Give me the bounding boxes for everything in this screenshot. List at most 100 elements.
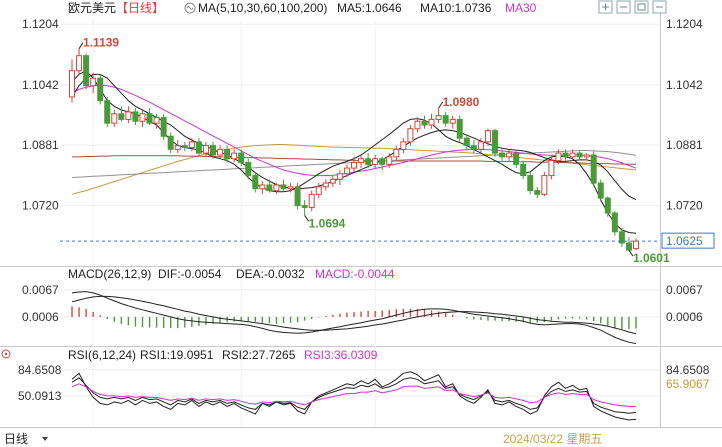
candle [160, 113, 167, 140]
candle-body [477, 141, 484, 150]
price-tick-left: 1.0720 [22, 199, 59, 213]
candle [76, 48, 83, 75]
candle [125, 106, 132, 124]
zoom-out-icon[interactable] [616, 0, 631, 14]
candle [252, 171, 259, 193]
price-tick-left: 1.1042 [22, 78, 59, 92]
candle [484, 128, 491, 146]
macd-panel [71, 291, 637, 345]
rsi-settings-icon[interactable] [1, 349, 11, 359]
candle [541, 171, 548, 197]
candle [202, 141, 209, 157]
candle [456, 115, 463, 142]
candle [132, 108, 139, 126]
candle [506, 149, 513, 161]
candle [597, 179, 604, 202]
expand-icon[interactable] [634, 0, 649, 14]
candle-body [315, 186, 322, 195]
candle [400, 138, 407, 154]
candle [266, 179, 273, 193]
candle [513, 151, 520, 169]
candle-body [365, 158, 372, 165]
macd-tick-left: 0.0067 [22, 283, 59, 297]
annotation-pointer [304, 215, 310, 222]
dropdown-icon[interactable] [42, 437, 48, 441]
annotation-pointer [628, 249, 634, 257]
candle-body [569, 152, 576, 158]
candle-body [111, 113, 118, 124]
macd-title: MACD(26,12,9) [68, 267, 151, 281]
rsi-tick-left: 84.6508 [18, 363, 62, 377]
rsi-tick-right: 65.9067 [666, 377, 710, 391]
minus-icon[interactable] [652, 0, 667, 14]
candle [195, 138, 202, 157]
candle-body [83, 55, 90, 87]
candle [210, 141, 216, 159]
candle [562, 149, 569, 161]
candle-body [308, 193, 315, 208]
candle-body [386, 156, 393, 165]
candle-body [618, 231, 625, 244]
candle-body [499, 152, 506, 158]
ma-params-label: MA(5,10,30,60,100,200) [198, 1, 327, 15]
candle-body [160, 117, 167, 137]
candle [463, 134, 470, 150]
candle-body [181, 145, 188, 148]
ma10-value: MA10:1.0736 [420, 1, 492, 15]
candle [287, 183, 294, 193]
candle-body [421, 120, 428, 126]
candle-body [562, 152, 569, 158]
candle [259, 181, 266, 195]
candle [97, 74, 104, 105]
candle-body [245, 161, 252, 177]
candle-body [534, 190, 541, 195]
candle [188, 138, 195, 152]
candle-body [470, 145, 477, 150]
settings-icon[interactable] [184, 2, 196, 14]
macd-macd-value: MACD:-0.0044 [315, 267, 395, 281]
zoom-in-icon[interactable] [598, 0, 613, 14]
candle [470, 140, 477, 154]
candle-body [287, 186, 294, 190]
macd-dea-value: DEA:-0.0032 [236, 267, 305, 281]
candle-body [435, 115, 442, 120]
price-tick-right: 1.0881 [666, 138, 703, 152]
period-label[interactable]: 【日线】 [116, 1, 164, 15]
candle [343, 164, 350, 178]
candle [104, 96, 111, 127]
candle-body [633, 240, 639, 250]
candle-body [604, 197, 611, 214]
candle-body [428, 118, 435, 126]
symbol-title: 欧元美元 [68, 1, 116, 15]
candle-body [463, 137, 470, 147]
candle-body [351, 161, 357, 169]
candle-body [597, 182, 604, 199]
rsi-tick-right: 84.6508 [666, 363, 710, 377]
candle-body [202, 145, 209, 154]
candle [329, 175, 336, 187]
candle-body [210, 145, 216, 156]
candle [499, 149, 506, 161]
candle [322, 179, 329, 191]
candle [520, 160, 527, 180]
macd-tick-left: 0.0006 [22, 310, 59, 324]
bottom-period-label[interactable]: 日线 [4, 432, 28, 446]
candle [548, 156, 555, 180]
candle-body [527, 175, 534, 192]
candle-body [132, 111, 139, 122]
candle [174, 140, 181, 154]
candle [167, 132, 174, 154]
candle-body [167, 135, 174, 150]
candle-body [513, 152, 520, 165]
candle-body [484, 130, 491, 143]
candle [407, 125, 414, 146]
candle [590, 151, 597, 187]
price-annotation: 1.0694 [309, 216, 346, 230]
grid [60, 20, 660, 427]
candle-body [69, 70, 75, 98]
candle [153, 113, 160, 129]
candle [569, 149, 576, 161]
rsi-panel [71, 371, 637, 421]
candle [146, 108, 153, 126]
candle-body [301, 205, 308, 208]
